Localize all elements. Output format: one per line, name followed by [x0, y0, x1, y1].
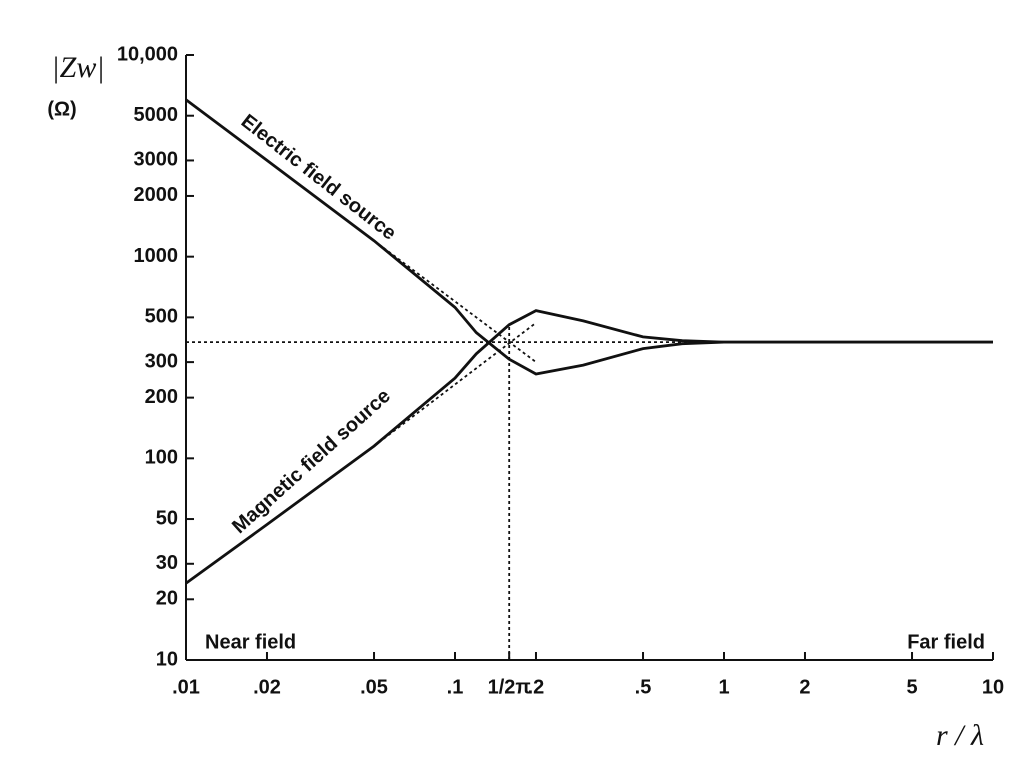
series-line — [185, 309, 993, 585]
x-tick-label: 1/2π — [488, 676, 531, 698]
x-tick-label: .05 — [360, 676, 388, 698]
x-tick-label: .1 — [447, 676, 464, 698]
x-tick-label: .02 — [253, 676, 281, 698]
y-tick-label: 100 — [145, 447, 178, 469]
y-tick-label: 300 — [145, 350, 178, 372]
y-tick-label: 3000 — [134, 149, 179, 171]
y-tick-label: 1000 — [134, 245, 179, 267]
y-tick-label: 20 — [156, 588, 178, 610]
y-tick-label: 500 — [145, 306, 178, 328]
x-tick-label: .01 — [172, 676, 200, 698]
y-axis-label: |Zw| — [51, 51, 104, 84]
reference-line — [373, 239, 537, 363]
y-tick-label: 5000 — [134, 104, 179, 126]
x-tick-label: .2 — [528, 676, 545, 698]
y-axis-unit: (Ω) — [47, 98, 76, 120]
x-axis-label: r / λ — [936, 719, 984, 752]
y-tick-label: 50 — [156, 507, 178, 529]
y-tick-label: 2000 — [134, 184, 179, 206]
y-tick-label: 10,000 — [117, 43, 178, 65]
annotation: Near field — [205, 631, 296, 653]
y-tick-label: 200 — [145, 386, 178, 408]
x-tick-label: .5 — [635, 676, 652, 698]
series-label: Electric field source — [237, 110, 400, 244]
x-tick-label: 5 — [906, 676, 917, 698]
x-tick-label: 1 — [718, 676, 729, 698]
annotation: Far field — [907, 631, 985, 653]
x-tick-label: 10 — [982, 676, 1004, 698]
y-tick-label: 10 — [156, 648, 178, 670]
x-tick-label: 2 — [799, 676, 810, 698]
reference-line — [373, 322, 537, 447]
series-line — [185, 98, 993, 376]
series-label: Magnetic field source — [228, 385, 395, 538]
y-tick-label: 30 — [156, 552, 178, 574]
